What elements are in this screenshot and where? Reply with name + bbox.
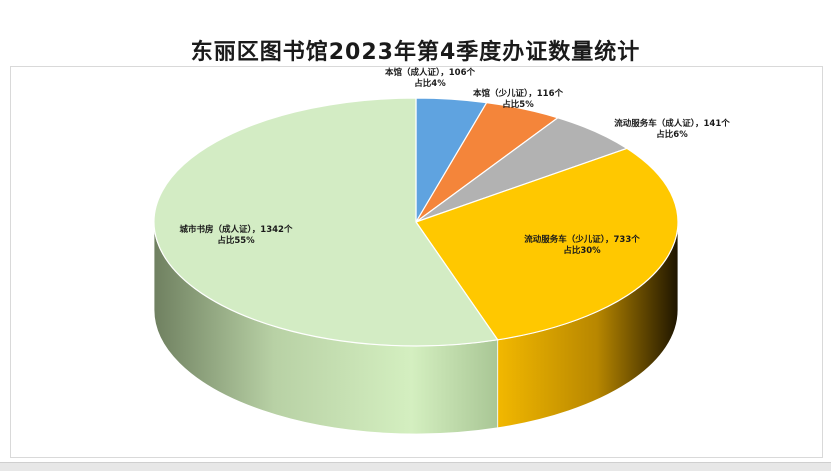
data-label-4: 流动服务车（少儿证），733个占比30% — [524, 234, 640, 256]
chart-title: 东丽区图书馆2023年第4季度办证数量统计 — [190, 40, 641, 65]
data-label-5: 城市书房（成人证），1342个占比55% — [180, 224, 293, 246]
pie-slice-5 — [153, 97, 499, 347]
data-label-3: 流动服务车（成人证），141个占比6% — [614, 118, 730, 140]
data-label-2: 本馆（少儿证），116个占比5% — [473, 88, 563, 110]
data-label-1: 本馆（成人证），106个占比4% — [385, 67, 475, 89]
chart-frame — [10, 66, 823, 458]
bottom-bar — [0, 462, 831, 471]
pie-slice-4 — [415, 147, 679, 341]
